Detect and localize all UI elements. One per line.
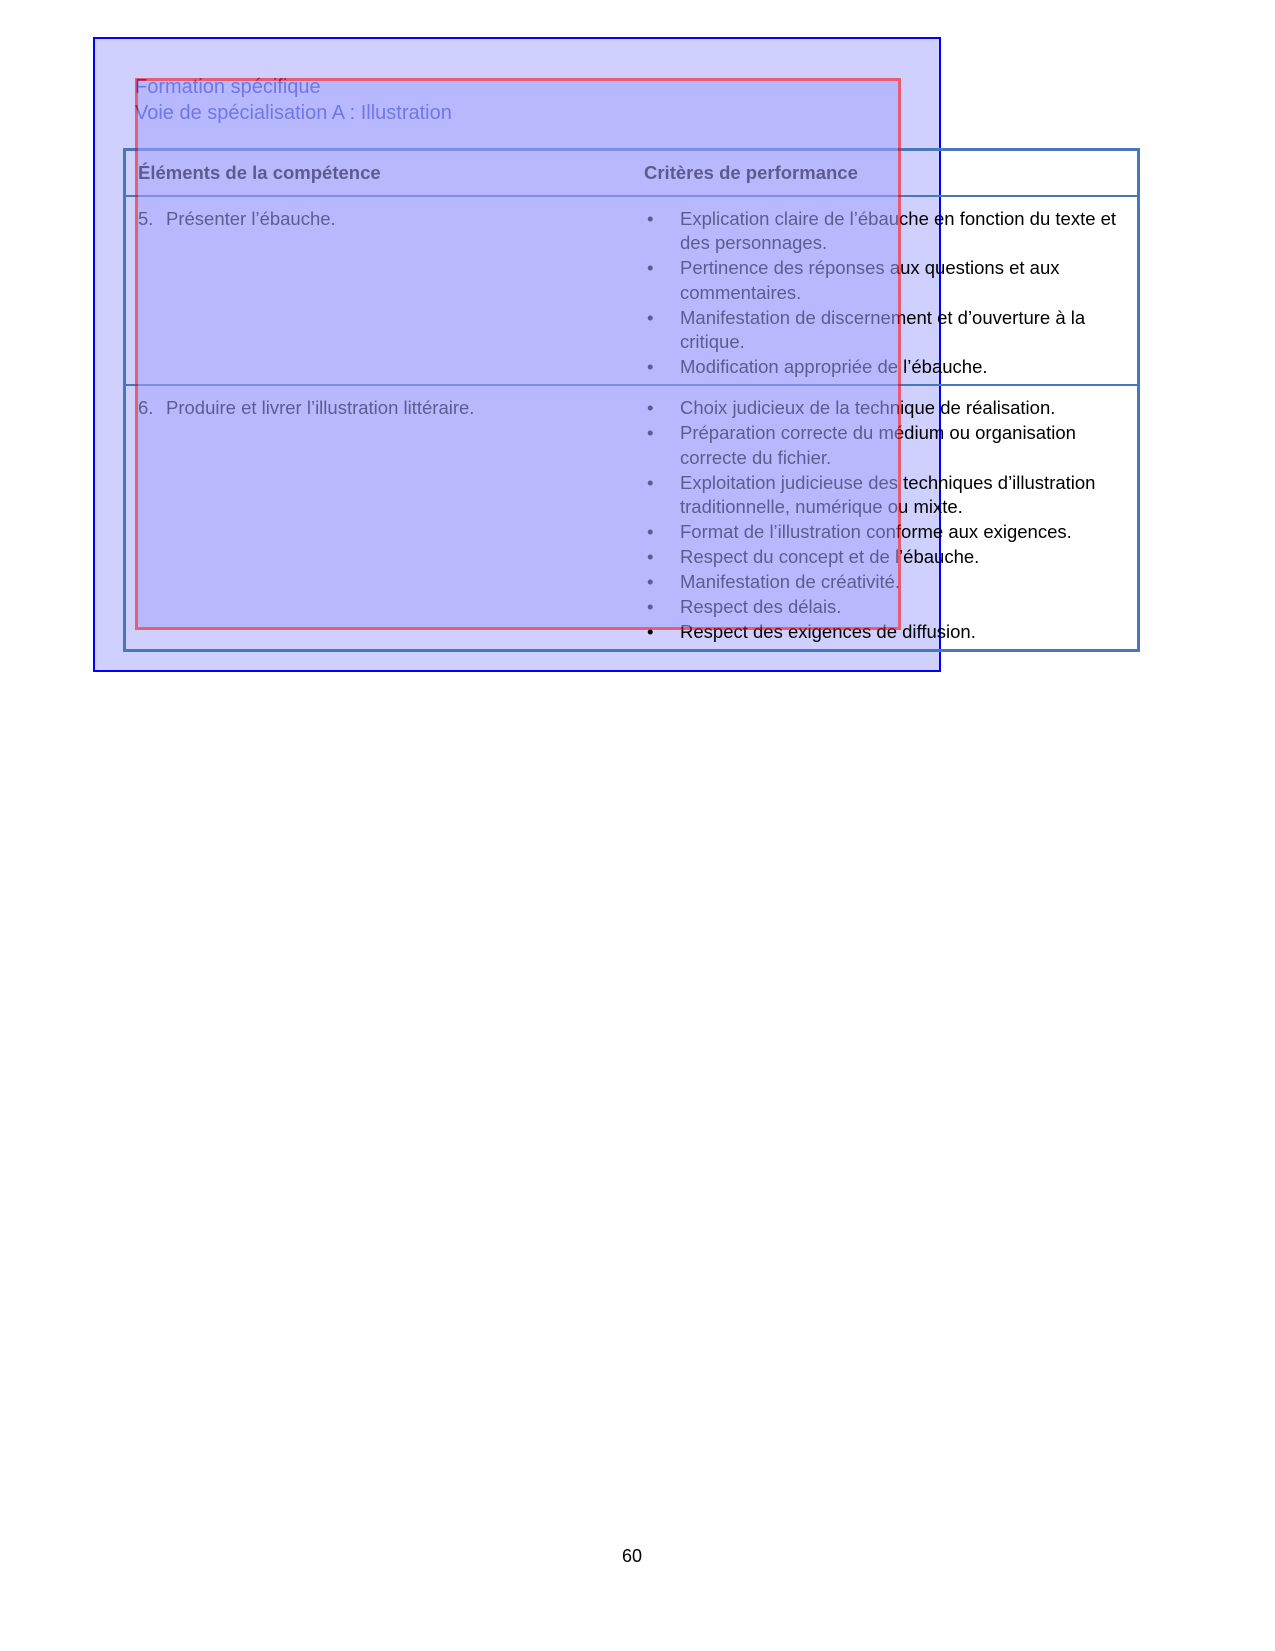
criterion-text: Manifestation de discernement et d’ouver… [680,306,1086,353]
criterion-item: • Pertinence des réponses aux questions e… [644,256,1137,305]
criterion-item: • Format de l’illustration conforme aux e… [644,520,1137,545]
criterion-item: • Manifestation de discernement et d’ouve… [644,306,1137,355]
criteria-list: • Choix judicieux de la technique de réal… [644,396,1137,645]
bullet-icon: • [647,471,654,493]
criterion-item: • Modification appropriée de l’ébauche. [644,355,1137,380]
table-row: 6. Produire et livrer l’illustration litt… [124,384,1139,651]
element-cell: 5. Présenter l’ébauche. [125,196,645,386]
criterion-text: Pertinence des réponses aux questions et… [680,257,1060,303]
criterion-item: • Choix judicieux de la technique de réal… [644,396,1137,421]
bullet-icon: • [647,306,654,328]
criterion-item: • Explication claire de l’ébauche en fonc… [644,207,1137,256]
bullet-icon: • [647,571,654,592]
criterion-text: Respect des exigences de diffusion. [680,621,976,642]
criterion-item: • Respect des délais. [644,595,1137,620]
criteria-cell: • Explication claire de l’ébauche en fonc… [644,196,1139,386]
criterion-text: Modification appropriée de l’ébauche. [680,356,988,377]
criterion-item: • Préparation correcte du médium ou organ… [644,421,1137,470]
criterion-item: • Manifestation de créativité. [644,570,1137,595]
column-header-criteria: Critères de performance [644,149,1139,197]
bullet-icon: • [647,422,654,443]
element-cell: 6. Produire et livrer l’illustration litt… [124,384,644,651]
criterion-item: • Exploitation judicieuse des techniques … [644,471,1137,520]
page-number: 60 [622,1546,643,1566]
element-text: Présenter l’ébauche. [166,207,336,229]
bullet-icon: • [647,257,654,278]
competence-table: Éléments de la compétence Critères de pe… [123,148,1140,652]
element-number: 6. [138,397,154,418]
element-number: 5. [138,207,154,229]
criterion-item: • Respect du concept et de l’ébauche. [644,545,1137,570]
criterion-text: Manifestation de créativité. [680,571,901,592]
criterion-text: Explication claire de l’ébauche en fonct… [680,207,1117,254]
bullet-icon: • [647,596,654,617]
page-header: Formation spécifique Voie de spécialisat… [135,74,452,126]
criterion-item: • Respect des exigences de diffusion. [644,620,1137,645]
table-header-row: Éléments de la compétence Critères de pe… [124,149,1139,197]
element-text: Produire et livrer l’illustration littér… [166,397,475,418]
bullet-icon: • [647,207,654,229]
table-row: 5. Présenter l’ébauche. • Explication clair… [125,196,1139,386]
bullet-icon: • [647,521,654,542]
bullet-icon: • [647,356,654,377]
criterion-text: Respect du concept et de l’ébauche. [680,546,980,567]
header-line-2: Voie de spécialisation A : Illustration [135,102,452,124]
criterion-text: Exploitation judicieuse des techniques d… [680,471,1096,518]
bullet-icon: • [647,621,654,642]
criteria-cell: • Choix judicieux de la technique de réal… [644,384,1139,651]
criterion-text: Choix judicieux de la technique de réali… [680,397,1056,418]
bullet-icon: • [647,397,654,418]
bullet-icon: • [647,546,654,567]
criterion-text: Préparation correcte du médium ou organi… [680,422,1076,468]
criterion-text: Respect des délais. [680,596,842,617]
criterion-text: Format de l’illustration conforme aux ex… [680,521,1072,542]
column-header-elements: Éléments de la compétence [124,149,644,197]
criteria-list: • Explication claire de l’ébauche en fonc… [644,207,1137,380]
header-line-1: Formation spécifique [135,76,321,98]
